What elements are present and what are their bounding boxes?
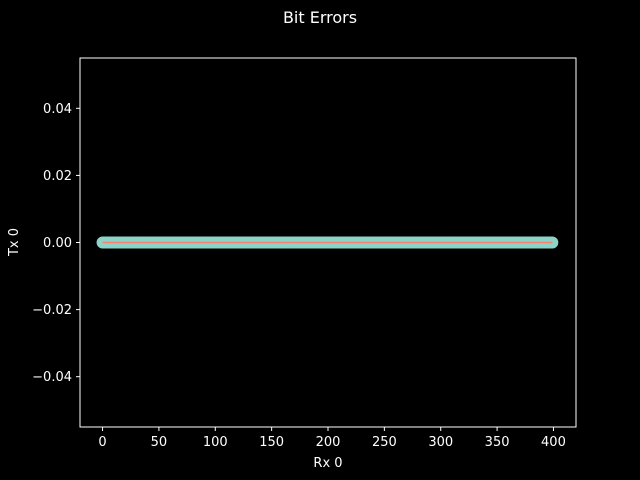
x-tick-label-4: 200 (316, 435, 341, 450)
x-tick-label-1: 50 (151, 435, 168, 450)
y-axis-label: Tx 0 (7, 228, 22, 257)
x-axis-label: Rx 0 (313, 456, 342, 471)
x-tick-label-0: 0 (98, 435, 106, 450)
y-tick-label-4: 0.04 (43, 102, 72, 117)
y-tick-label-2: 0.00 (43, 236, 72, 251)
data-point-399 (546, 236, 559, 249)
y-tick-label-1: −0.02 (32, 303, 72, 318)
axes-layer: 0 50 100 150 200 250 300 350 400 −0.04 −0.02 0.00 0.… (32, 57, 577, 450)
y-tick-label-0: −0.04 (32, 370, 72, 385)
x-tick-label-8: 400 (541, 435, 566, 450)
x-tick-label-7: 350 (485, 435, 510, 450)
x-tick-label-5: 250 (372, 435, 397, 450)
y-tick-label-3: 0.02 (43, 169, 72, 184)
x-tick-label-2: 100 (203, 435, 228, 450)
x-tick-label-6: 300 (428, 435, 453, 450)
x-tick-label-3: 150 (259, 435, 284, 450)
chart-title: Bit Errors (283, 8, 357, 27)
series-layer (96, 236, 559, 249)
